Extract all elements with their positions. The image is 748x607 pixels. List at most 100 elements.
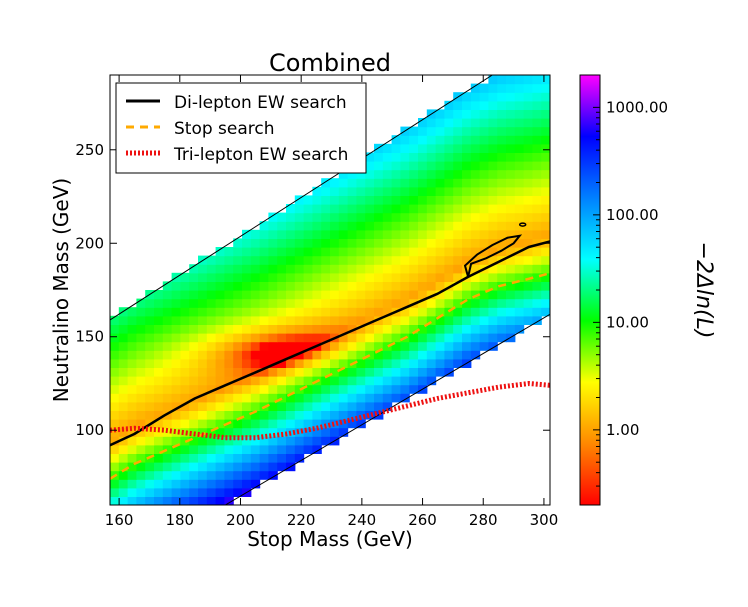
heatmap-cell xyxy=(136,462,146,472)
heatmap-cell xyxy=(541,229,550,239)
heatmap-cell xyxy=(154,401,164,411)
heatmap-cell xyxy=(338,298,349,308)
heatmap-cell xyxy=(523,229,533,239)
heatmap-cell xyxy=(488,255,498,265)
heatmap-cell xyxy=(242,393,252,403)
heatmap-cell xyxy=(321,195,331,205)
heatmap-cell xyxy=(312,333,322,343)
heatmap-cell xyxy=(110,453,120,463)
heatmap-cell xyxy=(391,264,401,274)
heatmap-cell xyxy=(145,315,155,325)
heatmap-cell xyxy=(514,143,525,153)
heatmap-cell xyxy=(110,419,120,429)
heatmap-cell xyxy=(321,419,331,429)
heatmap-cell xyxy=(356,376,366,386)
heatmap-cell xyxy=(374,229,384,239)
heatmap-cell xyxy=(180,358,190,368)
heatmap-cell xyxy=(162,376,173,386)
heatmap-cell xyxy=(365,195,375,205)
heatmap-cell xyxy=(409,169,419,179)
heatmap-cell xyxy=(110,376,120,386)
heatmap-cell xyxy=(215,419,225,429)
heatmap-cell xyxy=(224,290,234,300)
heatmap-cell xyxy=(506,152,516,162)
heatmap-cell xyxy=(426,324,437,334)
heatmap-cell xyxy=(444,143,454,153)
heatmap-cell xyxy=(286,341,296,351)
heatmap-cell xyxy=(180,444,190,454)
heatmap-cell xyxy=(444,255,454,265)
heatmap-cell xyxy=(400,195,410,205)
heatmap-cell xyxy=(462,212,472,222)
heatmap-cell xyxy=(347,419,357,429)
heatmap-cell xyxy=(435,358,445,368)
heatmap-cell xyxy=(418,333,428,343)
heatmap-cell xyxy=(338,367,349,377)
heatmap-cell xyxy=(418,376,428,386)
heatmap-cell xyxy=(479,333,489,343)
heatmap-cell xyxy=(418,143,428,153)
heatmap-cell xyxy=(523,238,533,248)
heatmap-cell xyxy=(242,247,252,257)
heatmap-cell xyxy=(365,169,375,179)
heatmap-cell xyxy=(330,384,340,394)
heatmap-cell xyxy=(523,315,533,325)
heatmap-cell xyxy=(330,324,340,334)
heatmap-cell xyxy=(418,255,428,265)
heatmap-cell xyxy=(162,496,173,505)
heatmap-cell xyxy=(391,204,401,214)
x-tick-label: 220 xyxy=(287,511,316,529)
heatmap-cell xyxy=(470,281,481,291)
heatmap-cell xyxy=(374,281,384,291)
heatmap-cell xyxy=(303,264,313,274)
heatmap-cell xyxy=(259,444,269,454)
heatmap-cell xyxy=(347,367,357,377)
heatmap-cell xyxy=(488,75,498,85)
heatmap-cell xyxy=(347,264,357,274)
heatmap-cell xyxy=(171,444,181,454)
heatmap-cell xyxy=(198,341,208,351)
heatmap-cell xyxy=(215,453,225,463)
heatmap-cell xyxy=(303,307,313,317)
heatmap-cell xyxy=(198,487,208,497)
heatmap-cell xyxy=(259,376,269,386)
heatmap-cell xyxy=(171,479,181,489)
heatmap-cell xyxy=(215,290,225,300)
heatmap-cell xyxy=(233,401,243,411)
heatmap-cell xyxy=(215,272,225,282)
heatmap-cell xyxy=(110,315,120,325)
heatmap-cell xyxy=(470,143,481,153)
heatmap-cell xyxy=(259,290,269,300)
heatmap-cell xyxy=(488,126,498,136)
heatmap-cell xyxy=(374,161,384,171)
heatmap-cell xyxy=(303,315,313,325)
heatmap-cell xyxy=(550,238,559,247)
heatmap-cell xyxy=(541,135,550,145)
heatmap-cell xyxy=(391,152,401,162)
heatmap-cell xyxy=(312,290,322,300)
heatmap-cell xyxy=(435,135,445,145)
heatmap-cell xyxy=(532,229,542,239)
heatmap-cell xyxy=(206,453,217,463)
y-axis-label: Neutralino Mass (GeV) xyxy=(49,178,73,402)
heatmap-cell xyxy=(330,229,340,239)
heatmap-cell xyxy=(506,324,516,334)
heatmap-cell xyxy=(470,195,481,205)
heatmap-cell xyxy=(312,212,322,222)
heatmap-cell xyxy=(435,152,445,162)
heatmap-cell xyxy=(479,315,489,325)
heatmap-cell xyxy=(330,247,340,257)
heatmap-cell xyxy=(250,479,261,489)
heatmap-cell xyxy=(286,212,296,222)
heatmap-cell xyxy=(286,419,296,429)
heatmap-cell xyxy=(356,238,366,248)
heatmap-cell xyxy=(312,315,322,325)
heatmap-cell xyxy=(488,178,498,188)
heatmap-cell xyxy=(215,367,225,377)
heatmap-cell xyxy=(277,393,287,403)
heatmap-cell xyxy=(470,247,481,257)
heatmap-cell xyxy=(118,393,129,403)
heatmap-cell xyxy=(171,350,181,360)
heatmap-cell xyxy=(321,410,331,420)
heatmap-cell xyxy=(198,358,208,368)
